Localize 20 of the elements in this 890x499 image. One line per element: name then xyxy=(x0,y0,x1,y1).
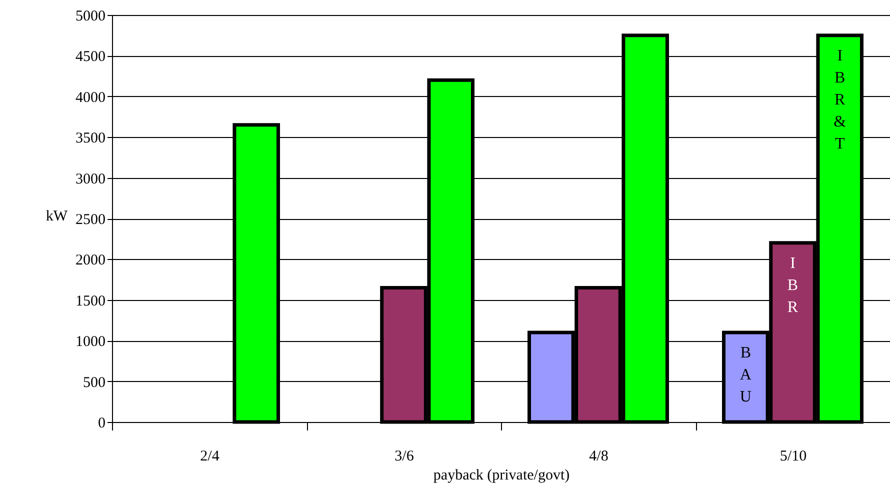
y-tick-label: 2000 xyxy=(76,252,106,269)
y-tick-label: 1000 xyxy=(76,334,106,350)
y-tick-label: 5000 xyxy=(76,8,106,24)
x-tick-label: 2/4 xyxy=(200,448,220,464)
y-tick-label: 2500 xyxy=(76,212,106,228)
y-tick-label: 4000 xyxy=(76,90,106,106)
y-axis-title: kW xyxy=(46,208,68,224)
y-tick-label: 4500 xyxy=(76,49,106,66)
series-label: BAU xyxy=(740,344,752,406)
y-tick-label: 1500 xyxy=(76,293,106,310)
x-axis-title: payback (private/govt) xyxy=(433,468,570,484)
x-tick-label: 4/8 xyxy=(589,448,608,464)
y-tick-label: 3000 xyxy=(76,171,106,188)
y-tick-label: 0 xyxy=(98,416,106,432)
series-label: IBR&T xyxy=(834,47,847,152)
y-tick-label: 3500 xyxy=(76,130,106,147)
series-label: IBR xyxy=(787,254,798,316)
x-tick-label: 5/10 xyxy=(780,448,807,464)
y-tick-label: 500 xyxy=(83,374,106,391)
x-tick-label: 3/6 xyxy=(394,448,414,464)
